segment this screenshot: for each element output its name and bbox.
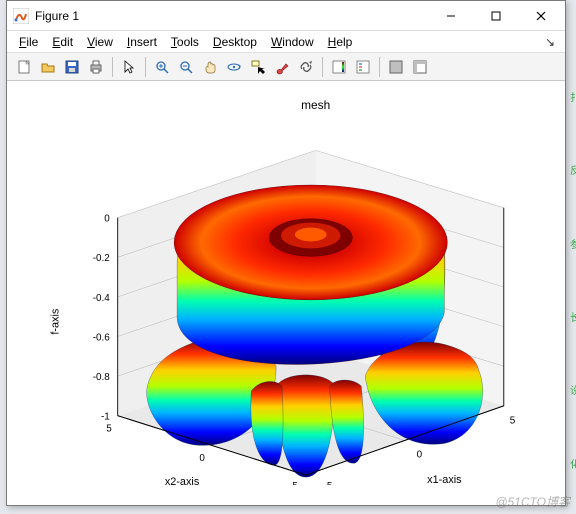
menu-desktop[interactable]: Desktop — [207, 33, 263, 51]
clipped-page-glyphs: 扌反参长设化 — [570, 60, 576, 500]
show-plot-tools-button[interactable] — [409, 56, 431, 78]
toolbar-separator — [145, 57, 146, 77]
print-button[interactable] — [85, 56, 107, 78]
data-cursor-button[interactable] — [247, 56, 269, 78]
zoom-out-button[interactable] — [175, 56, 197, 78]
dock-corner-icon[interactable]: ↘ — [545, 35, 559, 49]
pan-button[interactable] — [199, 56, 221, 78]
xtick-m5: -5 — [324, 481, 333, 485]
menu-file[interactable]: File — [13, 33, 44, 51]
menu-help[interactable]: Help — [322, 33, 359, 51]
surface — [147, 185, 483, 477]
toolbar-separator — [379, 57, 380, 77]
figure-window: Figure 1 File Edit View Insert Tools Des… — [6, 0, 566, 506]
ztick-4: -0.8 — [93, 372, 111, 383]
toolbar-separator — [112, 57, 113, 77]
insert-colorbar-button[interactable] — [328, 56, 350, 78]
close-button[interactable] — [518, 2, 563, 30]
rotate3d-button[interactable] — [223, 56, 245, 78]
menu-view[interactable]: View — [81, 33, 119, 51]
ztick-1: -0.2 — [93, 253, 110, 264]
zoom-in-button[interactable] — [151, 56, 173, 78]
ytick-m5: -5 — [289, 481, 298, 485]
titlebar: Figure 1 — [7, 1, 565, 31]
hide-plot-tools-button[interactable] — [385, 56, 407, 78]
ylabel: x2-axis — [165, 476, 200, 485]
ytick-5: 5 — [106, 424, 112, 435]
ztick-5: -1 — [101, 412, 110, 423]
xlabel: x1-axis — [427, 474, 462, 485]
ytick-0: 0 — [199, 453, 205, 464]
plot-title: mesh — [301, 98, 330, 112]
xtick-5: 5 — [510, 416, 516, 427]
axes-area[interactable]: 0 -0.2 -0.4 -0.6 -0.8 -1 5 0 -5 -5 0 5 f… — [7, 81, 565, 505]
ztick-3: -0.6 — [93, 332, 111, 343]
link-button[interactable] — [295, 56, 317, 78]
surface-plot: 0 -0.2 -0.4 -0.6 -0.8 -1 5 0 -5 -5 0 5 f… — [23, 89, 549, 485]
xtick-0: 0 — [417, 449, 423, 460]
minimize-button[interactable] — [428, 2, 473, 30]
maximize-button[interactable] — [473, 2, 518, 30]
menu-window[interactable]: Window — [265, 33, 320, 51]
ztick-2: -0.4 — [93, 293, 111, 304]
toolbar — [7, 53, 565, 81]
insert-legend-button[interactable] — [352, 56, 374, 78]
new-figure-button[interactable] — [13, 56, 35, 78]
save-button[interactable] — [61, 56, 83, 78]
menubar: File Edit View Insert Tools Desktop Wind… — [7, 31, 565, 53]
matlab-figure-icon — [13, 8, 29, 24]
open-button[interactable] — [37, 56, 59, 78]
toolbar-separator — [322, 57, 323, 77]
brush-button[interactable] — [271, 56, 293, 78]
window-title: Figure 1 — [35, 9, 428, 23]
axes-3d[interactable]: 0 -0.2 -0.4 -0.6 -0.8 -1 5 0 -5 -5 0 5 f… — [23, 89, 549, 485]
menu-tools[interactable]: Tools — [165, 33, 205, 51]
pointer-button[interactable] — [118, 56, 140, 78]
menu-insert[interactable]: Insert — [121, 33, 163, 51]
zlabel: f-axis — [49, 308, 61, 335]
ztick-0: 0 — [104, 214, 110, 225]
menu-edit[interactable]: Edit — [46, 33, 79, 51]
